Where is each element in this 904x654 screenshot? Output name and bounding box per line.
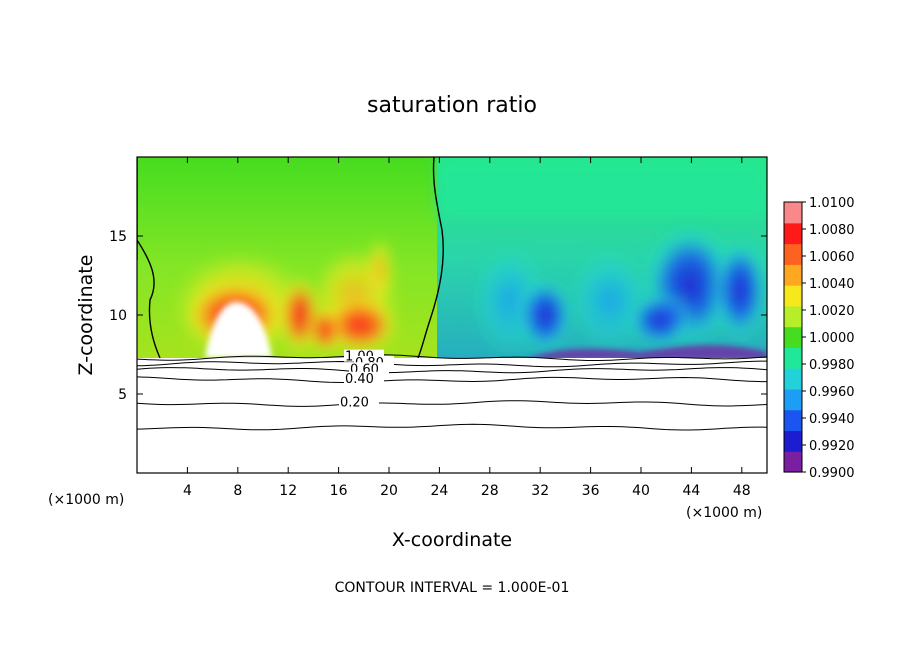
x-tick-label: 8	[233, 483, 242, 499]
y-axis: 5 10 15	[109, 229, 767, 403]
colorbar-label: 0.9960	[809, 385, 855, 400]
saturation-field	[137, 157, 767, 358]
colorbar-label: 1.0100	[809, 196, 855, 211]
field-upper-band	[437, 157, 767, 217]
x-axis: 4 8 12 16 20 24 28 32 36 40 44 48	[183, 157, 751, 499]
contour-label-bg	[339, 395, 379, 408]
colorbar-label: 1.0080	[809, 223, 855, 238]
x-unit-left: (×1000 m)	[48, 492, 124, 508]
x-tick-label: 24	[430, 483, 448, 499]
colorbar-label: 0.9900	[809, 466, 855, 481]
warm-region	[365, 235, 395, 305]
colorbar-swatch	[784, 409, 802, 432]
colorbar-swatch	[784, 388, 802, 411]
colorbar-label: 1.0020	[809, 304, 855, 319]
x-tick-label: 44	[682, 483, 700, 499]
colorbar-swatch	[784, 326, 802, 348]
chart-title: saturation ratio	[367, 93, 537, 118]
x-tick-label: 16	[330, 483, 348, 499]
cool-region	[625, 290, 695, 350]
x-tick-label: 36	[582, 483, 600, 499]
colorbar-swatch	[784, 451, 802, 473]
contour-line	[137, 423, 767, 431]
x-tick-label: 4	[183, 483, 192, 499]
contour-line	[137, 400, 767, 407]
colorbar-label: 0.9940	[809, 412, 855, 427]
x-axis-title: X-coordinate	[392, 529, 512, 551]
x-tick-label: 28	[481, 483, 499, 499]
contour-line	[137, 354, 767, 361]
colorbar-label: 1.0040	[809, 277, 855, 292]
contour-label-bg	[344, 371, 384, 384]
colorbar-swatch	[784, 347, 802, 369]
contour-line	[137, 376, 767, 383]
colorbar-swatch	[784, 222, 802, 245]
x-tick-label: 12	[279, 483, 297, 499]
x-tick-label: 48	[733, 483, 751, 499]
x-tick-label: 32	[531, 483, 549, 499]
cool-region	[710, 235, 767, 345]
unshaded-bubble	[205, 301, 272, 358]
contour-lines	[137, 354, 767, 431]
colorbar-label: 1.0000	[809, 331, 855, 346]
x-tick-label: 40	[632, 483, 650, 499]
y-tick-label: 5	[118, 387, 127, 403]
colorbar-label: 0.9920	[809, 439, 855, 454]
colorbar-swatch	[784, 305, 802, 328]
contour-interval-note: CONTOUR INTERVAL = 1.000E-01	[335, 580, 570, 596]
dry-fringe	[530, 345, 767, 358]
y-tick-label: 15	[109, 229, 127, 245]
y-tick-label: 10	[109, 308, 127, 324]
contour-1.00-left	[137, 239, 161, 358]
colorbar-swatch	[784, 264, 802, 286]
colorbar-swatch	[784, 243, 802, 265]
warm-region	[307, 305, 343, 355]
contour-label: 0.40	[345, 372, 374, 387]
x-unit-right: (×1000 m)	[686, 505, 762, 521]
colorbar-label: 1.0060	[809, 250, 855, 265]
x-tick-label: 20	[380, 483, 398, 499]
contour-label-bg	[349, 362, 389, 375]
contour-line	[137, 367, 767, 374]
colorbar-label: 0.9980	[809, 358, 855, 373]
colorbar-swatch	[784, 285, 802, 307]
colorbar-swatch	[784, 202, 802, 224]
cool-region	[515, 275, 575, 355]
contour-line	[137, 360, 767, 368]
colorbar-swatch	[784, 430, 802, 452]
y-axis-title: Z-coordinate	[75, 255, 97, 376]
contour-label: 0.20	[340, 395, 369, 410]
contour-1.00-middle	[417, 157, 444, 358]
colorbar-swatch	[784, 368, 802, 390]
colorbar: 0.9900 0.9920 0.9940 0.9960 0.9980 1.0000 1.00…	[783, 196, 855, 481]
contour-labels: 1.000.800.600.400.20	[339, 349, 394, 410]
